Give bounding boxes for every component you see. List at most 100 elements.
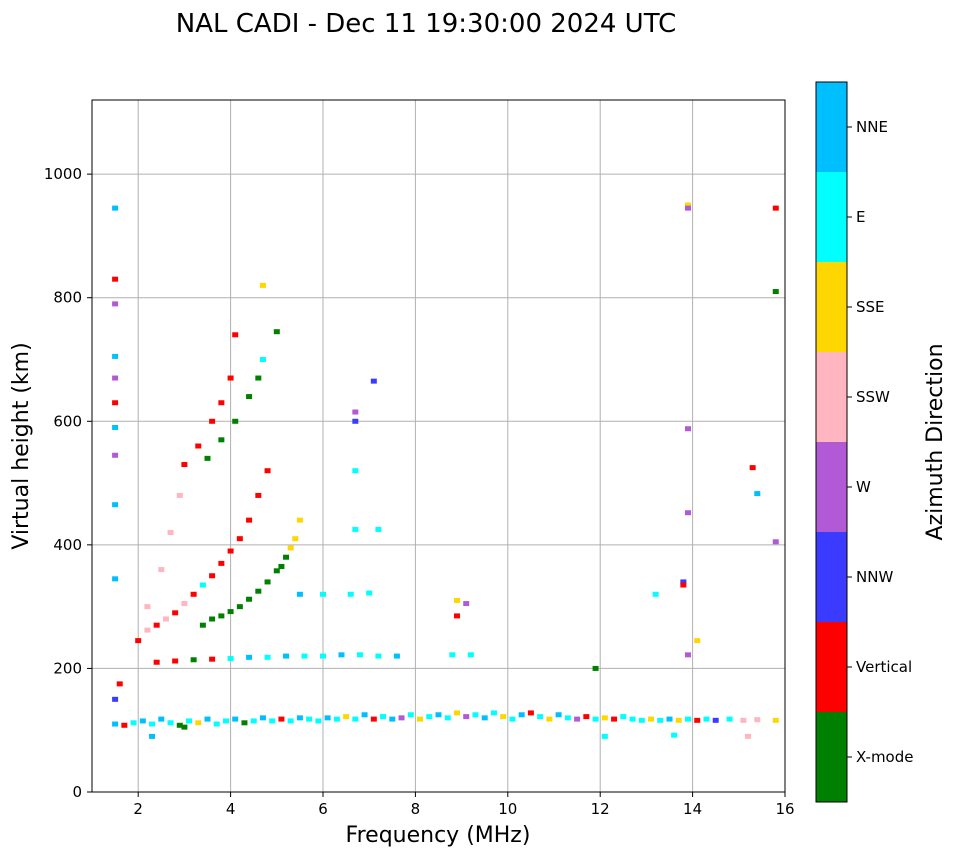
echo-point: [186, 718, 193, 724]
echo-point: [246, 654, 253, 660]
echo-point: [241, 720, 248, 726]
echo-point: [246, 517, 253, 523]
echo-point: [333, 716, 340, 722]
echo-point: [232, 716, 239, 722]
echo-point: [772, 289, 779, 295]
echo-point: [112, 424, 119, 430]
echo-point: [320, 591, 326, 597]
y-tick-label: 400: [53, 536, 82, 554]
echo-point: [370, 716, 377, 722]
echo-point: [246, 596, 253, 602]
echo-point: [112, 452, 119, 458]
echo-point: [112, 502, 119, 508]
echo-point: [176, 492, 183, 498]
echo-point: [366, 590, 373, 596]
echo-point: [417, 716, 424, 722]
echo-point: [283, 554, 290, 560]
x-axis-ticks: 2 4 6 8 10 12 14 16: [133, 792, 795, 818]
y-tick-label: 0: [72, 783, 82, 801]
echo-point: [264, 468, 271, 474]
echo-point: [347, 591, 354, 597]
echo-point: [684, 205, 691, 211]
echo-point: [195, 720, 202, 726]
echo-point: [555, 712, 562, 718]
echo-point: [449, 652, 456, 658]
echo-point: [393, 653, 400, 659]
echo-point: [680, 582, 687, 588]
colorbar-swatch: [816, 622, 847, 712]
echo-point: [463, 714, 470, 720]
echo-point: [749, 465, 756, 471]
echo-point: [509, 716, 516, 722]
echo-point: [398, 715, 405, 721]
x-tick-label: 4: [226, 800, 236, 818]
echo-point: [112, 205, 119, 211]
x-tick-label: 12: [591, 800, 610, 818]
echo-point: [712, 717, 719, 723]
x-tick-label: 10: [498, 800, 517, 818]
echo-point: [652, 591, 659, 597]
echo-point: [684, 652, 691, 658]
echo-point: [112, 400, 119, 406]
colorbar-swatch: [816, 172, 847, 262]
echo-point: [139, 718, 146, 724]
echo-point: [158, 716, 165, 722]
echo-point: [601, 733, 608, 739]
echo-point: [546, 716, 553, 722]
echo-point: [199, 622, 206, 628]
echo-point: [671, 732, 678, 738]
echo-point: [407, 712, 414, 718]
echo-point: [112, 301, 119, 307]
echo-point: [518, 712, 525, 718]
y-tick-label: 600: [53, 412, 82, 430]
echo-point: [352, 526, 359, 532]
y-axis-ticks: 0 200 400 600 800 1000: [44, 165, 92, 801]
x-tick-label: 8: [411, 800, 421, 818]
echo-point: [199, 582, 206, 588]
echo-point: [772, 717, 779, 723]
echo-point: [273, 568, 280, 574]
echo-point: [227, 548, 234, 554]
echo-point: [315, 718, 322, 724]
echo-point: [564, 715, 571, 721]
echo-point: [255, 492, 262, 498]
echo-point: [236, 604, 243, 610]
colorbar-tick-label: NNE: [856, 118, 888, 136]
echo-point: [338, 652, 345, 658]
echo-point: [389, 716, 396, 722]
echo-point: [112, 576, 119, 582]
echo-point: [149, 733, 156, 739]
colorbar-label: Azimuth Direction: [923, 343, 948, 540]
echo-point: [232, 332, 239, 338]
echo-point: [592, 665, 599, 671]
echo-point: [320, 653, 326, 659]
echo-point: [153, 622, 160, 628]
echo-point: [772, 205, 779, 211]
colorbar-tick-label: W: [856, 478, 871, 496]
echo-point: [601, 715, 608, 721]
echo-point: [352, 468, 359, 474]
echo-point: [444, 715, 451, 721]
echo-point: [726, 716, 733, 722]
x-tick-label: 6: [318, 800, 328, 818]
colorbar-swatch: [816, 442, 847, 532]
echo-point: [204, 455, 211, 461]
echo-point: [684, 716, 691, 722]
echo-point: [218, 560, 225, 566]
echo-point: [380, 714, 387, 720]
echo-point: [740, 717, 747, 723]
echo-point: [306, 716, 313, 722]
echo-point: [204, 716, 211, 722]
echo-point: [264, 654, 271, 660]
echo-point: [296, 715, 303, 721]
colorbar-swatch: [816, 712, 847, 802]
echo-point: [172, 610, 179, 616]
echo-point: [352, 418, 359, 424]
echo-point: [352, 409, 359, 415]
echo-point: [227, 656, 234, 662]
echo-point: [648, 716, 655, 722]
echo-point: [112, 276, 119, 282]
echo-point: [481, 715, 488, 721]
echo-point: [583, 714, 590, 720]
